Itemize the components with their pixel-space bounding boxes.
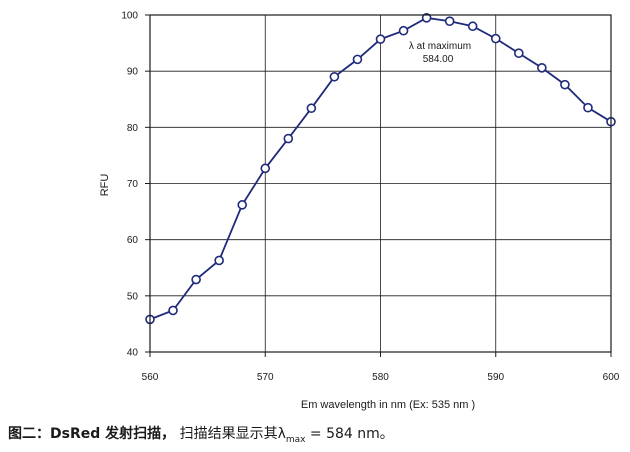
data-point bbox=[214, 255, 224, 266]
data-point bbox=[375, 34, 386, 44]
data-point bbox=[191, 274, 201, 285]
emission-scan-chart: 40 50 60 70 80 90 100 560 570 580 590 600 RFU Em wa… bbox=[99, 11, 620, 412]
caption-figure-label: 图二： bbox=[8, 426, 50, 442]
figure-caption: 图二：DsRed 发射扫描， 扫描结果显示其λmax = 584 nm。 bbox=[8, 423, 394, 445]
y-tick-label: 90 bbox=[127, 67, 139, 78]
data-point bbox=[283, 133, 294, 144]
data-point bbox=[560, 79, 570, 90]
y-axis-label: RFU bbox=[99, 174, 111, 197]
annotation-line-2: 584.00 bbox=[423, 54, 454, 65]
x-tick-label: 570 bbox=[257, 372, 274, 383]
x-tick-label: 580 bbox=[372, 372, 389, 383]
data-point bbox=[467, 21, 478, 32]
data-point bbox=[490, 33, 501, 44]
y-tick-label: 80 bbox=[127, 123, 139, 134]
y-tick-label: 70 bbox=[127, 179, 139, 190]
data-point bbox=[513, 48, 524, 58]
data-point bbox=[444, 16, 455, 26]
x-tick-label: 590 bbox=[487, 372, 504, 383]
data-point bbox=[306, 103, 317, 114]
data-point bbox=[583, 102, 593, 113]
y-tick-label: 40 bbox=[127, 348, 139, 359]
y-tick-label: 60 bbox=[127, 235, 139, 246]
y-tick-label: 100 bbox=[121, 11, 138, 22]
y-tick-label: 50 bbox=[127, 291, 139, 302]
caption-value: = 584 nm。 bbox=[305, 426, 394, 442]
x-axis-label: Em wavelength in nm (Ex: 535 nm ) bbox=[301, 399, 475, 411]
data-point bbox=[421, 13, 432, 23]
caption-title: DsRed 发射扫描， bbox=[50, 426, 176, 442]
tick-labels: 40 50 60 70 80 90 100 560 570 580 590 600 bbox=[121, 11, 619, 384]
data-point bbox=[352, 54, 363, 65]
caption-text: 扫描结果显示其λ bbox=[175, 426, 286, 442]
x-tick-label: 560 bbox=[142, 372, 159, 383]
x-tick-label: 600 bbox=[603, 372, 620, 383]
data-point bbox=[260, 163, 271, 174]
data-point bbox=[168, 305, 178, 316]
annotation-line-1: λ at maximum bbox=[409, 41, 471, 52]
data-point bbox=[398, 25, 409, 36]
data-point bbox=[537, 62, 547, 73]
caption-subscript: max bbox=[285, 435, 306, 445]
data-point bbox=[237, 200, 247, 210]
data-point bbox=[329, 71, 340, 82]
plot-frame bbox=[149, 14, 612, 353]
